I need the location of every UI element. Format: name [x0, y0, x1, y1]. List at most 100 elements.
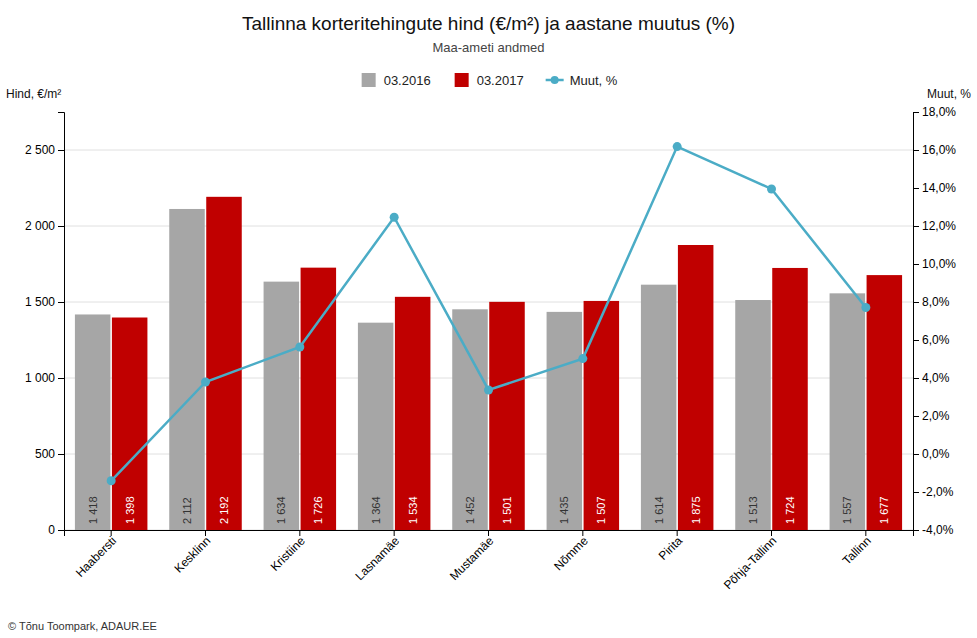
- y2-tick: 2,0%: [913, 409, 950, 423]
- y2-tick: 18,0%: [913, 105, 956, 119]
- y-tick-label: 500: [35, 447, 55, 461]
- y2-tick-label: 8,0%: [922, 295, 950, 309]
- y2-tick-label: 10,0%: [922, 257, 956, 271]
- bar: [75, 314, 111, 530]
- legend-label: Muut, %: [570, 73, 618, 88]
- line-point: [295, 343, 304, 352]
- x-tick-label: Haabersti: [73, 534, 119, 580]
- bar: [112, 318, 148, 530]
- x-tick: Tallinn: [840, 530, 874, 568]
- bar-series: [112, 197, 902, 530]
- x-tick-label: Kesklinn: [171, 534, 213, 576]
- bar: [169, 209, 205, 530]
- y-tick-label: 2 500: [25, 143, 55, 157]
- y-tick-mark: [58, 226, 64, 227]
- bar: [206, 197, 242, 530]
- y2-axis-line: [914, 113, 920, 531]
- y2-tick: 10,0%: [913, 257, 956, 271]
- bar: [547, 312, 583, 530]
- legend-swatch: [551, 76, 559, 84]
- bar-series: [75, 209, 865, 530]
- bar: [358, 323, 394, 530]
- x-axis: HaaberstiKesklinnKristiineLasnamäeMustam…: [65, 530, 914, 592]
- line-point: [673, 142, 682, 151]
- y-tick: 1 500: [25, 295, 64, 309]
- bar: [489, 302, 525, 530]
- y-axis: 0 500 1 000 1 500 2 000 2 500: [25, 113, 65, 538]
- y2-tick-mark: [913, 264, 919, 265]
- y-tick: 2 500: [25, 143, 64, 157]
- y2-tick-label: 12,0%: [922, 219, 956, 233]
- data-label: 1 614: [653, 496, 665, 524]
- data-label: 1 501: [501, 496, 513, 524]
- data-label: 1 677: [878, 496, 890, 524]
- line-point: [861, 303, 870, 312]
- y2-tick-mark: [913, 340, 919, 341]
- legend: 03.2016 03.2017 Muut, %: [362, 73, 618, 88]
- y2-tick-mark: [913, 112, 919, 113]
- x-tick: Põhja-Tallinn: [721, 530, 779, 592]
- y2-tick-label: 16,0%: [922, 143, 956, 157]
- x-tick-label: Mustamäe: [447, 533, 497, 583]
- y2-axis-title: Muut, %: [927, 87, 971, 101]
- line-point: [107, 476, 116, 485]
- y2-tick: 6,0%: [913, 333, 950, 347]
- x-axis-line: [65, 531, 914, 537]
- line-point: [484, 385, 493, 394]
- y2-tick-label: -4,0%: [922, 523, 954, 537]
- y-tick: 1 000: [25, 371, 64, 385]
- y-tick-label: 2 000: [25, 219, 55, 233]
- chart-title: Tallinna korteritehingute hind (€/m²) ja…: [242, 13, 735, 34]
- plot-area: 0 500 1 000 1 500 2 000 2 500 -4,0% -2,0% 0,0% 2,…: [25, 105, 956, 592]
- bar: [452, 309, 488, 530]
- y-tick: 2 000: [25, 219, 64, 233]
- x-tick-mark: [488, 530, 489, 536]
- y2-tick: 4,0%: [913, 371, 950, 385]
- y2-tick-mark: [913, 302, 919, 303]
- y-axis-line: [58, 113, 65, 531]
- x-tick-mark: [582, 530, 583, 536]
- x-tick-label: Pirita: [656, 533, 685, 562]
- chart-subtitle: Maa-ameti andmed: [433, 40, 545, 55]
- y2-tick-mark: [913, 416, 919, 417]
- y-tick: 500: [35, 447, 64, 461]
- x-tick: Nõmme: [551, 530, 591, 573]
- y2-tick-label: -2,0%: [922, 485, 954, 499]
- grid-line: [64, 150, 913, 151]
- data-label: 1 534: [407, 496, 419, 524]
- x-tick: Mustamäe: [447, 530, 497, 583]
- annotation: © Tõnu Toompark, ADAUR.EE: [8, 620, 157, 632]
- x-tick-mark: [394, 530, 395, 536]
- y2-tick-mark: [913, 492, 919, 493]
- y2-tick: -4,0%: [913, 523, 954, 537]
- legend-label: 03.2017: [477, 73, 524, 88]
- data-label: 1 435: [558, 496, 570, 524]
- data-label: 1 513: [747, 496, 759, 524]
- x-tick-label: Tallinn: [840, 534, 874, 568]
- data-label: 1 398: [124, 496, 136, 524]
- y2-tick: 0,0%: [913, 447, 950, 461]
- bar: [867, 275, 903, 530]
- y2-tick: 14,0%: [913, 181, 956, 195]
- legend-item: Muut, %: [546, 73, 618, 88]
- legend-item: 03.2016: [362, 73, 431, 88]
- marks: [75, 142, 902, 530]
- x-tick: Kristiine: [268, 530, 308, 574]
- y-tick-label: 1 500: [25, 295, 55, 309]
- y2-axis: -4,0% -2,0% 0,0% 2,0% 4,0% 6,0% 8,0% 10,0% 12,0%…: [913, 105, 956, 537]
- y2-tick-mark: [913, 226, 919, 227]
- y2-tick: -2,0%: [913, 485, 954, 499]
- bar: [772, 268, 808, 530]
- bar: [395, 297, 431, 530]
- y2-tick-mark: [913, 378, 919, 379]
- bar: [830, 293, 866, 530]
- y-tick-mark: [58, 302, 64, 303]
- line-point: [390, 213, 399, 222]
- x-tick-mark: [865, 530, 866, 536]
- y-tick-label: 0: [48, 523, 55, 537]
- y-tick-mark: [58, 454, 64, 455]
- y2-tick-label: 6,0%: [922, 333, 950, 347]
- y2-tick-label: 0,0%: [922, 447, 950, 461]
- data-label: 1 724: [784, 496, 796, 524]
- y2-tick-mark: [913, 188, 919, 189]
